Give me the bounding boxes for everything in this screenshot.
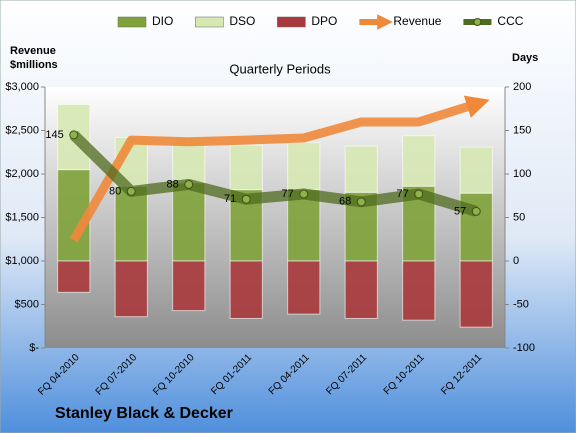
revenue-line	[69, 95, 490, 243]
y-label: Revenue $millions	[10, 45, 58, 71]
data-label: 77	[282, 188, 294, 200]
data-label: 145	[45, 129, 63, 141]
y-tick-label: $3,000	[5, 81, 39, 93]
bar	[229, 260, 263, 319]
y2-tick-label: -50	[513, 298, 529, 310]
y2-tick-label: 150	[513, 124, 531, 136]
bar	[57, 260, 91, 293]
legend-swatch	[473, 18, 482, 26]
y-tick-label: $1,500	[5, 211, 39, 223]
bar	[114, 185, 148, 262]
bar	[459, 260, 493, 328]
bar	[114, 260, 148, 318]
bar	[229, 144, 263, 191]
bar	[172, 260, 206, 312]
ccc-marker	[414, 189, 424, 199]
bar	[402, 135, 436, 187]
bar	[287, 142, 321, 191]
y-tick-label: $-	[29, 342, 39, 354]
legend-label: CCC	[497, 14, 523, 28]
data-label: 71	[224, 193, 236, 205]
bar	[344, 260, 378, 319]
legend-label: DIO	[152, 14, 173, 28]
data-label: 68	[339, 196, 351, 208]
bar	[57, 103, 91, 171]
data-label: 80	[109, 185, 121, 197]
data-label: 88	[167, 178, 179, 190]
plot-area	[45, 87, 505, 348]
ccc-marker	[184, 179, 194, 189]
chart-title: Quarterly Periods	[229, 61, 331, 76]
company-name: Stanley Black & Decker	[55, 405, 233, 422]
ccc-marker	[356, 197, 366, 207]
y-tick-label: $500	[15, 298, 39, 310]
bar	[287, 189, 321, 262]
ccc-line	[69, 130, 478, 217]
legend-swatch	[195, 16, 224, 28]
y2-tick-label: 50	[513, 211, 525, 223]
legend-swatch	[277, 16, 306, 28]
ccc-marker	[69, 130, 79, 140]
bar	[287, 260, 321, 315]
y2-label: Days	[512, 52, 538, 64]
bar	[459, 146, 493, 194]
y2-tick-label: -100	[513, 342, 535, 354]
y-tick-label: $2,000	[5, 168, 39, 180]
legend-label: Revenue	[393, 14, 441, 28]
legend-swatch	[117, 16, 147, 28]
data-label: 77	[397, 188, 409, 200]
ccc-marker	[471, 206, 481, 216]
y2-tick-label: 200	[513, 81, 531, 93]
ccc-marker	[241, 194, 251, 204]
y2-tick-label: 0	[513, 255, 519, 267]
bar	[402, 260, 436, 321]
ccc-marker	[299, 189, 309, 199]
bar	[344, 145, 378, 193]
y2-tick-label: 100	[513, 168, 531, 180]
data-label: 57	[454, 205, 466, 217]
legend-label: DSO	[229, 14, 255, 28]
legend-label: DPO	[311, 14, 337, 28]
ccc-marker	[126, 186, 136, 196]
y-tick-label: $1,000	[5, 255, 39, 267]
bar	[172, 182, 206, 262]
y-tick-label: $2,500	[5, 124, 39, 136]
